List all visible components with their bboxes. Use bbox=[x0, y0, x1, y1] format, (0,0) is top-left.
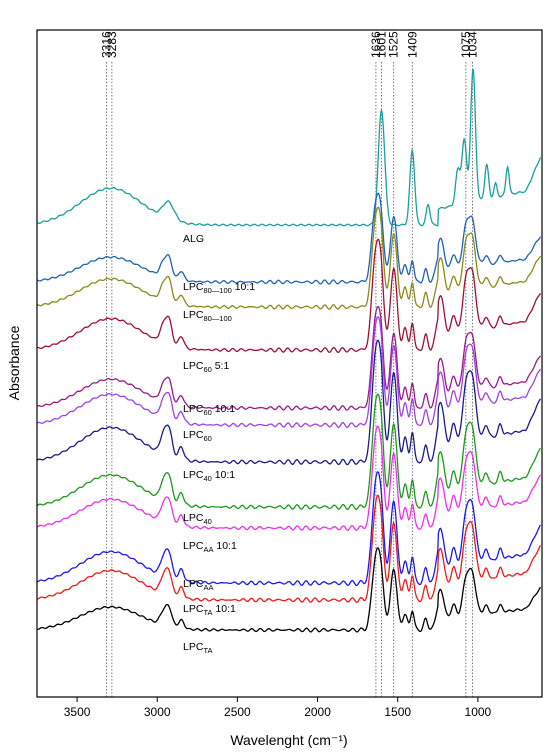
spectra-series bbox=[36, 68, 542, 633]
spectrum-line bbox=[36, 393, 541, 511]
x-tick-label: 2500 bbox=[224, 705, 251, 719]
series-label: LPCTA bbox=[183, 641, 212, 655]
series-label: LPC40 bbox=[183, 512, 212, 526]
series-label: LPC60 5:1 bbox=[183, 360, 229, 374]
reference-lines bbox=[106, 62, 473, 697]
reference-line-label: 1034 bbox=[465, 31, 479, 58]
spectrum-line bbox=[36, 425, 541, 532]
reference-line-label: 3316 bbox=[100, 31, 114, 58]
series-label: LPC80—100 10:1 bbox=[183, 281, 255, 295]
series-label: LPC60 10:1 bbox=[183, 403, 235, 417]
reference-line-label: 1636 bbox=[369, 31, 383, 58]
x-axis-ticks: 3500 3000 2500 2000 1500 1000 bbox=[64, 697, 492, 719]
spectrum-line bbox=[36, 471, 541, 587]
reference-line-label: 1525 bbox=[387, 31, 401, 58]
reference-line-label: 1075 bbox=[459, 31, 473, 58]
series-label: LPCTA 10:1 bbox=[183, 603, 236, 617]
spectrum-line bbox=[36, 316, 541, 429]
y-axis-label: Absorbance bbox=[6, 325, 22, 400]
reference-line-label: 3283 bbox=[105, 31, 119, 58]
spectrum-line bbox=[36, 192, 541, 285]
spectrum-line bbox=[36, 238, 541, 353]
spectrum-line bbox=[36, 547, 541, 633]
spectrum-line bbox=[36, 494, 541, 603]
spectrum-line bbox=[36, 305, 541, 412]
reference-line-label: 1601 bbox=[375, 31, 389, 58]
x-tick-label: 2000 bbox=[304, 705, 331, 719]
series-label: ALG bbox=[183, 233, 204, 245]
series-label: LPCAA bbox=[183, 578, 213, 592]
spectrum-line bbox=[36, 339, 541, 466]
spectrum-line bbox=[37, 206, 541, 310]
series-label: LPC80—100 bbox=[183, 309, 232, 323]
series-label: LPC60 bbox=[183, 429, 212, 443]
series-labels: ALG LPC80—100 10:1 LPC80—100 LPC60 5:1 LPC60… bbox=[183, 233, 255, 655]
x-tick-label: 3000 bbox=[144, 705, 171, 719]
x-tick-label: 1500 bbox=[384, 705, 411, 719]
series-label: LPCAA 10:1 bbox=[183, 540, 237, 554]
x-tick-label: 1000 bbox=[465, 705, 492, 719]
spectrum-line bbox=[36, 68, 542, 227]
plot-frame bbox=[36, 29, 543, 698]
x-tick-label: 3500 bbox=[64, 705, 91, 719]
reference-line-label: 1409 bbox=[405, 31, 419, 58]
x-axis-label: Wavelenght (cm⁻¹) bbox=[230, 732, 347, 748]
series-label: LPC40 10:1 bbox=[183, 469, 235, 483]
